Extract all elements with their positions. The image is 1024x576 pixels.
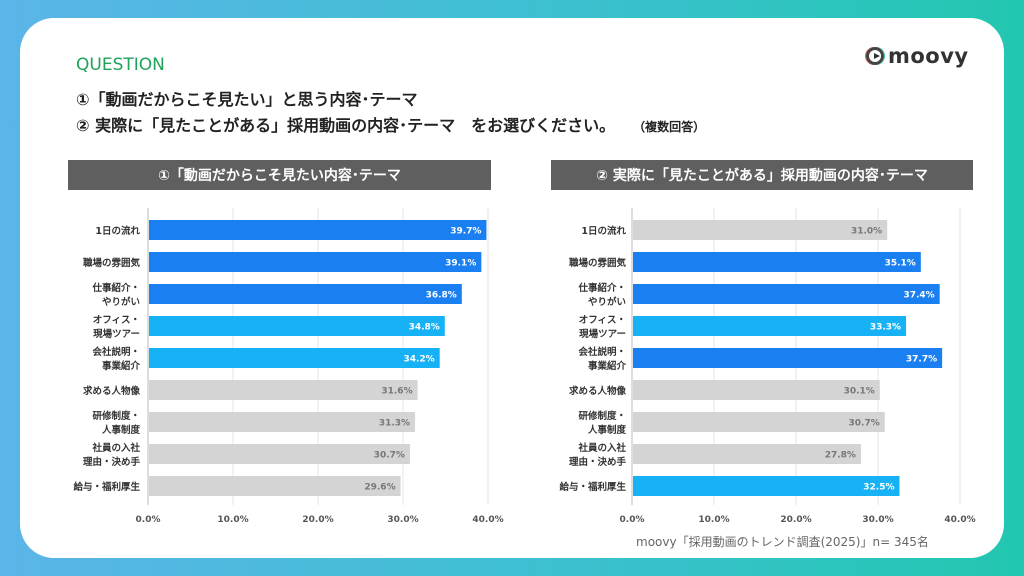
bar [633,444,861,464]
bar [149,444,410,464]
category-label: 仕事紹介・ [91,282,140,294]
category-label: 給与・福利厚生 [559,481,626,493]
category-label: 1日の流れ [95,225,140,237]
data-label: 27.8% [825,451,856,461]
x-tick-label: 10.0% [698,515,729,525]
bar [149,220,487,240]
x-tick-label: 10.0% [217,515,248,525]
category-label: 求める人物像 [569,385,627,397]
x-tick-label: 40.0% [944,515,975,525]
data-label: 34.8% [409,323,440,333]
data-label: 34.2% [403,355,434,365]
bar [633,284,940,304]
bar [149,348,440,368]
category-label: 事業紹介 [102,360,141,372]
source-note: moovy「採用動画のトレンド調査(2025)」n= 345名 [636,535,929,549]
data-label: 31.0% [851,227,882,237]
category-label: 職場の雰囲気 [83,257,141,269]
bar [633,476,900,496]
data-label: 39.1% [445,259,476,269]
bar [633,380,880,400]
data-label: 32.5% [863,483,894,493]
category-label: やりがい [102,296,140,308]
data-label: 31.6% [381,387,412,397]
category-label: 会社説明・ [578,346,626,358]
multiple-answer-note: （複数回答） [639,120,706,134]
question-line-2-text: ② 実際に「見たことがある」採用動画の内容･テーマ をお選びください。 [76,116,616,135]
category-label: 職場の雰囲気 [569,257,627,269]
category-label: オフィス・ [93,315,140,326]
logo-text: moovy [888,44,969,68]
category-label: 現場ツアー [93,328,140,340]
category-label: 事業紹介 [588,360,627,372]
chart-1-title: ①「動画だからこそ見たい内容･テーマ [68,160,491,190]
x-tick-label: 20.0% [780,515,811,525]
category-label: 求める人物像 [83,385,141,397]
moovy-logo: moovy [866,44,969,68]
bar [633,316,907,336]
question-line-2: ② 実際に「見たことがある」採用動画の内容･テーマ をお選びください。 （複数回答… [76,112,705,136]
category-label: やりがい [588,296,626,308]
bar [149,476,401,496]
category-label: 1日の流れ [581,225,626,237]
category-label: オフィス・ [579,315,626,326]
bar [633,252,921,272]
category-label: 会社説明・ [92,346,140,358]
category-label: 理由・決め手 [83,456,141,468]
bar [149,284,462,304]
bar [633,348,943,368]
x-tick-label: 20.0% [302,515,333,525]
bar [149,252,482,272]
category-label: 人事制度 [102,424,141,436]
data-label: 33.3% [870,323,901,333]
question-line-1: ①「動画だからこそ見たい」と思う内容･テーマ [76,90,418,109]
category-label: 人事制度 [588,424,627,436]
data-label: 39.7% [450,227,481,237]
data-label: 30.7% [849,419,880,429]
x-tick-label: 0.0% [620,515,645,525]
category-label: 現場ツアー [579,328,626,340]
category-label: 給与・福利厚生 [73,481,140,493]
chart-2-title: ② 実際に「見たことがある」採用動画の内容･テーマ [551,160,973,190]
data-label: 35.1% [885,259,916,269]
category-label: 研修制度・ [578,410,626,422]
data-label: 36.8% [426,291,457,301]
data-label: 29.6% [364,483,395,493]
bar [149,380,418,400]
category-label: 社員の入社 [91,442,140,454]
bar [633,412,885,432]
question-label: QUESTION [76,55,165,75]
data-label: 30.1% [844,387,875,397]
x-tick-label: 0.0% [136,515,161,525]
category-label: 仕事紹介・ [577,282,626,294]
x-tick-label: 30.0% [387,515,418,525]
x-tick-label: 30.0% [862,515,893,525]
category-label: 理由・決め手 [569,456,627,468]
x-tick-label: 40.0% [472,515,503,525]
data-label: 37.7% [906,355,937,365]
category-label: 研修制度・ [92,410,140,422]
data-label: 30.7% [374,451,405,461]
bar [633,220,888,240]
category-label: 社員の入社 [577,442,626,454]
data-label: 31.3% [379,419,410,429]
bar [149,412,416,432]
bar [149,316,445,336]
data-label: 37.4% [903,291,934,301]
play-icon [866,47,884,65]
